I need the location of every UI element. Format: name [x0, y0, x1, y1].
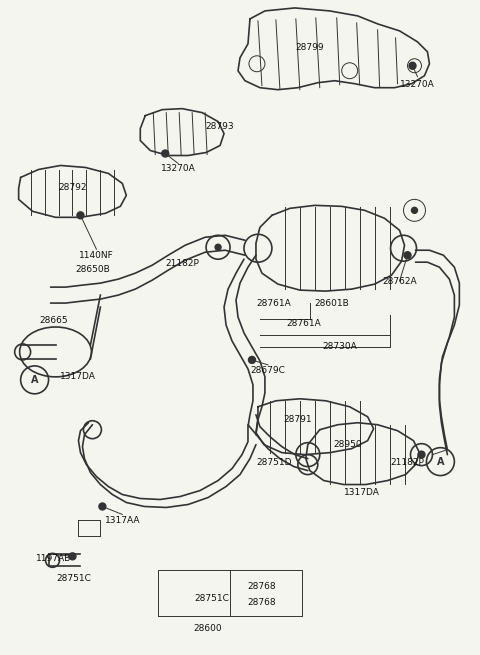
Text: 28761A: 28761A — [287, 318, 321, 328]
Circle shape — [409, 62, 416, 69]
Text: 28792: 28792 — [58, 183, 87, 192]
Text: 28799: 28799 — [296, 43, 324, 52]
Circle shape — [69, 553, 76, 560]
Circle shape — [99, 503, 106, 510]
Text: 28768: 28768 — [248, 582, 276, 591]
Text: 28650B: 28650B — [75, 265, 110, 274]
Text: 28791: 28791 — [284, 415, 312, 424]
Text: 21182P: 21182P — [391, 458, 424, 467]
Circle shape — [418, 451, 425, 458]
Text: 1197AB: 1197AB — [36, 554, 71, 563]
Text: 21182P: 21182P — [165, 259, 199, 268]
Circle shape — [411, 208, 418, 214]
Text: 28793: 28793 — [206, 122, 234, 131]
Text: A: A — [31, 375, 38, 385]
Text: 28768: 28768 — [248, 598, 276, 607]
Text: 28950: 28950 — [334, 440, 362, 449]
Circle shape — [77, 212, 84, 219]
Text: 28601B: 28601B — [314, 299, 349, 308]
Text: 28600: 28600 — [194, 624, 222, 633]
Text: A: A — [437, 457, 444, 466]
Text: 28730A: 28730A — [323, 343, 357, 352]
Text: 1317DA: 1317DA — [344, 488, 380, 497]
Text: 28679C: 28679C — [251, 366, 285, 375]
Text: 28751D: 28751D — [256, 458, 292, 467]
Text: 13270A: 13270A — [161, 164, 195, 173]
Text: 28762A: 28762A — [382, 276, 417, 286]
Text: 1140NF: 1140NF — [79, 251, 114, 260]
Text: 28761A: 28761A — [256, 299, 291, 308]
Circle shape — [404, 252, 411, 259]
Circle shape — [162, 150, 168, 157]
Circle shape — [249, 356, 255, 364]
Text: 28751C: 28751C — [195, 593, 229, 603]
Text: 13270A: 13270A — [400, 80, 435, 89]
Text: 1317DA: 1317DA — [60, 372, 96, 381]
Text: 28751C: 28751C — [56, 574, 91, 583]
Text: 28665: 28665 — [39, 316, 68, 324]
Circle shape — [215, 244, 221, 250]
Text: 1317AA: 1317AA — [105, 516, 140, 525]
